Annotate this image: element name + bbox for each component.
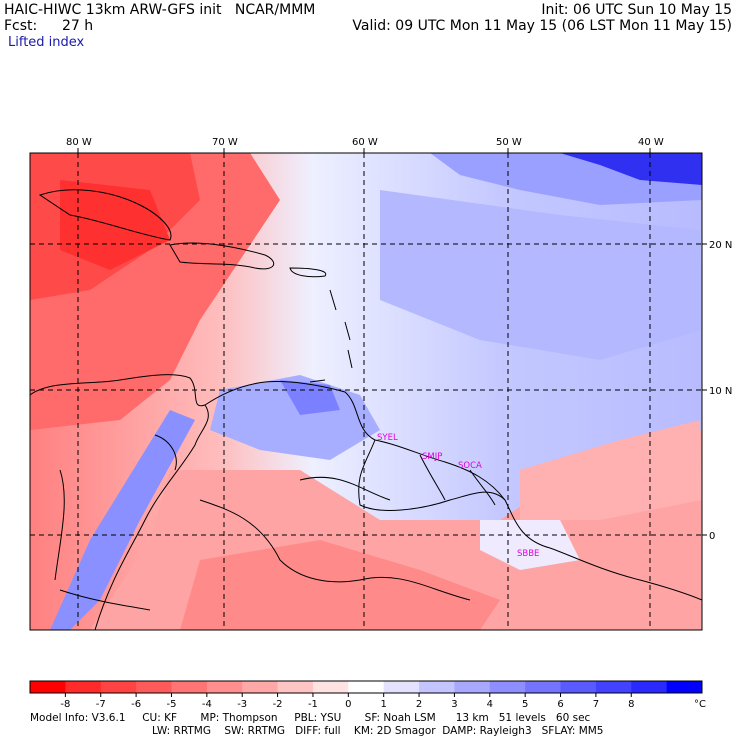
lat-label-0: 0 [709, 531, 715, 542]
valid-time: Valid: 09 UTC Mon 11 May 15 (06 LST Mon … [352, 18, 732, 34]
station-syel: SYEL [377, 433, 398, 443]
colorbar-swatch [65, 681, 102, 693]
field-name: Lifted index [8, 35, 85, 50]
colorbar-swatch [100, 681, 137, 693]
colorbar-tick-label: -2 [273, 699, 283, 710]
station-smjp: SMJP [422, 452, 442, 462]
map-frame [29, 152, 703, 631]
lon-label-50w: 50 W [496, 137, 522, 148]
lifted-index-field [30, 153, 702, 630]
colorbar-tick-label: -3 [237, 699, 247, 710]
lat-lon-grid [30, 153, 702, 630]
colorbar-swatch [419, 681, 455, 693]
colorbar-tick-label: -5 [166, 699, 176, 710]
colorbar-swatch [30, 681, 66, 693]
colorbar-tick-label: 7 [593, 699, 599, 710]
colorbar-swatch [489, 681, 526, 693]
colorbar-tick-label: 2 [416, 699, 422, 710]
colorbar-tick-label: 1 [380, 699, 386, 710]
station-sbbe: SBBE [517, 549, 539, 559]
colorbar-tick-label: -4 [202, 699, 212, 710]
colorbar-tick-label: -6 [131, 699, 141, 710]
colorbar-swatch [171, 681, 208, 693]
forecast-hour: 27 h [62, 18, 94, 34]
colorbar-tick-label: -8 [60, 699, 70, 710]
model-info-line1: Model Info: V3.6.1 CU: KF MP: Thompson P… [30, 712, 591, 724]
model-info-line2: LW: RRTMG SW: RRTMG DIFF: full KM: 2D Sm… [152, 725, 604, 737]
colorbar-tick-label: -1 [308, 699, 318, 710]
lon-label-70w: 70 W [212, 137, 238, 148]
colorbar-swatch [560, 681, 597, 693]
lat-label-10n: 10 N [709, 386, 732, 397]
colorbar: -8 -7 -6 -5 -4 -3 -2 -1 0 1 2 3 4 5 6 7 8 °C [29, 680, 706, 710]
init-time: Init: 06 UTC Sun 10 May 15 [541, 2, 732, 18]
colorbar-tick-label: 0 [345, 699, 351, 710]
colorbar-swatch [277, 681, 314, 693]
colorbar-swatch [666, 681, 703, 693]
colorbar-swatch [454, 681, 491, 693]
colorbar-swatch [312, 681, 349, 693]
colorbar-tick-label: -7 [96, 699, 106, 710]
colorbar-swatch [525, 681, 562, 693]
colorbar-swatch [383, 681, 420, 693]
coastlines [30, 189, 702, 630]
colorbar-swatch [136, 681, 172, 693]
colorbar-swatch [348, 681, 385, 693]
lon-label-60w: 60 W [352, 137, 378, 148]
colorbar-swatch [595, 681, 632, 693]
forecast-label: Fcst: [4, 18, 38, 34]
colorbar-tick-label: 8 [628, 699, 634, 710]
colorbar-swatch [206, 681, 243, 693]
axis-ticks [77, 148, 707, 536]
lon-label-80w: 80 W [66, 137, 92, 148]
station-soca: SOCA [458, 461, 482, 471]
lat-label-20n: 20 N [709, 240, 732, 251]
lon-label-40w: 40 W [638, 137, 664, 148]
plot-title: HAIC-HIWC 13km ARW-GFS init NCAR/MMM [4, 2, 316, 18]
colorbar-tick-label: 4 [487, 699, 493, 710]
colorbar-border [29, 680, 703, 694]
colorbar-swatch [242, 681, 279, 693]
colorbar-tick-label: 6 [557, 699, 563, 710]
colorbar-tick-label: 5 [522, 699, 528, 710]
colorbar-tick-label: 3 [451, 699, 457, 710]
colorbar-unit: °C [694, 699, 706, 710]
colorbar-swatch [631, 681, 668, 693]
